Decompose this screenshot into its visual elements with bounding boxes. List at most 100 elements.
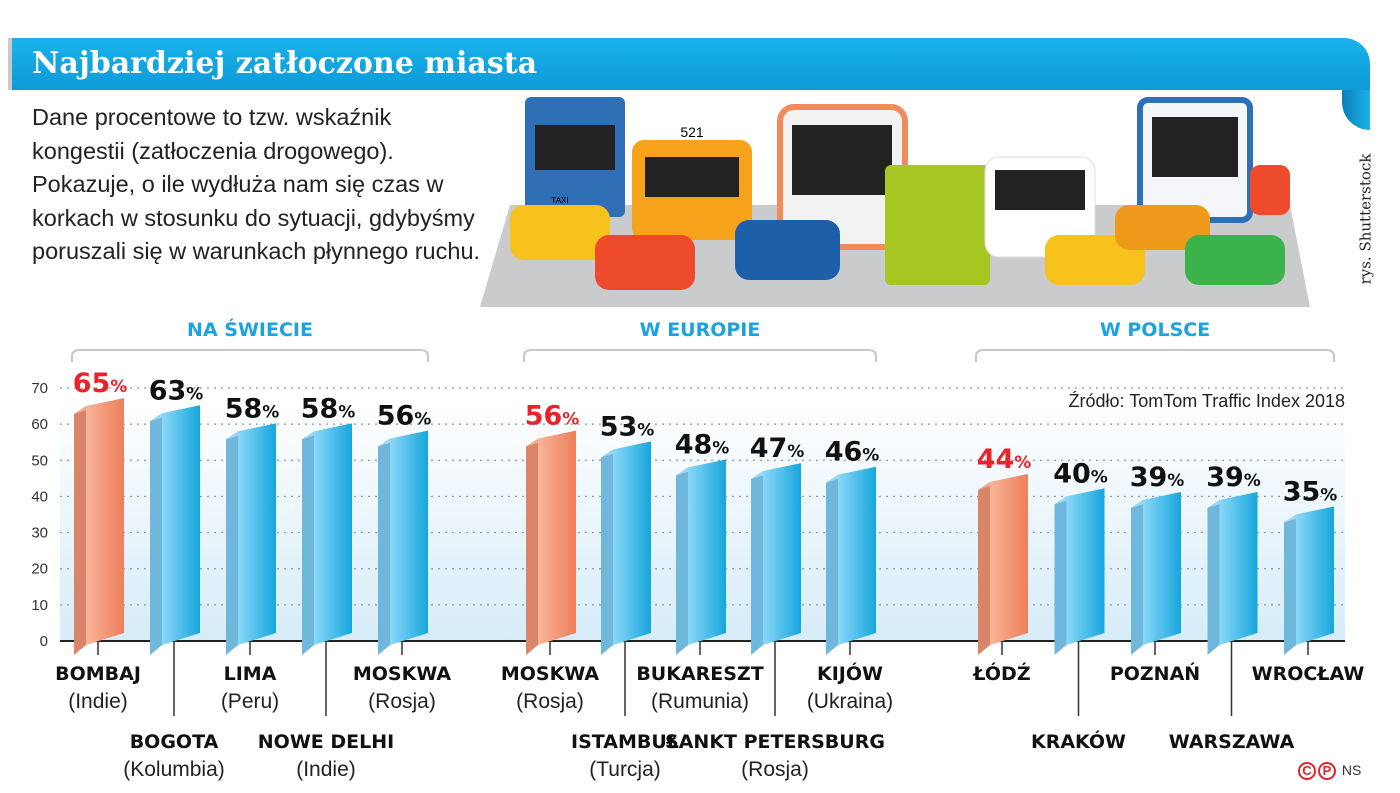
category-label: SANKT PETERSBURG	[665, 731, 885, 753]
copyright-icon: C	[1298, 762, 1316, 780]
value-label: 35%	[1283, 477, 1338, 508]
country-label: (Indie)	[68, 690, 128, 713]
value-label: 39%	[1206, 462, 1261, 493]
y-tick-label: 40	[31, 488, 48, 505]
value-label: 40%	[1053, 458, 1108, 489]
bar-side	[150, 413, 162, 655]
group-title: NA ŚWIECIE	[187, 317, 313, 341]
country-label: (Rosja)	[741, 758, 809, 781]
value-label: 44%	[977, 444, 1032, 475]
bar-side	[226, 431, 238, 655]
bar-side	[378, 438, 390, 655]
value-label: 46%	[825, 437, 880, 468]
category-label: KIJÓW	[817, 661, 883, 685]
bar-side	[1207, 500, 1220, 655]
taxi-icon	[510, 205, 610, 260]
value-label: 56%	[525, 401, 580, 432]
bus-number: 521	[680, 124, 704, 140]
value-label: 58%	[301, 393, 356, 424]
category-label: KRAKÓW	[1031, 729, 1126, 753]
blue-car-icon	[735, 220, 840, 280]
bar	[613, 441, 651, 645]
category-label: ISTAMBUŁ	[571, 731, 679, 753]
bar	[86, 398, 124, 645]
bar	[162, 405, 200, 645]
y-tick-label: 0	[40, 633, 48, 650]
green-car-icon	[1185, 235, 1285, 285]
y-tick-label: 50	[31, 452, 48, 469]
bar	[838, 466, 876, 645]
y-tick-label: 70	[31, 380, 48, 397]
source-note: Źródło: TomTom Traffic Index 2018	[1068, 391, 1345, 411]
bar-side	[526, 438, 538, 655]
country-label: (Kolumbia)	[123, 758, 225, 781]
bar	[538, 430, 576, 645]
group-title: W POLSCE	[1100, 319, 1210, 341]
value-label: 56%	[377, 401, 432, 432]
group-bracket	[71, 349, 429, 362]
bar-side	[1131, 500, 1143, 655]
bar-side	[1284, 514, 1296, 655]
category-label: MOSKWA	[353, 663, 452, 685]
bar-side	[826, 474, 838, 655]
bar-side	[978, 481, 990, 655]
category-label: NOWE DELHI	[258, 731, 394, 753]
category-label: MOSKWA	[501, 663, 600, 685]
value-label: 39%	[1130, 462, 1185, 493]
title-banner: Najbardziej zatłoczone miasta	[12, 38, 1370, 90]
country-label: (Indie)	[296, 758, 356, 781]
bar	[1066, 488, 1105, 645]
value-label: 53%	[600, 411, 655, 442]
bar	[688, 459, 726, 645]
y-tick-label: 20	[31, 561, 48, 578]
category-label: LIMA	[224, 663, 277, 685]
bar	[1143, 492, 1181, 645]
value-label: 48%	[675, 430, 730, 461]
value-label: 47%	[750, 433, 805, 464]
orange-car-icon	[1115, 205, 1210, 250]
bar	[763, 463, 801, 645]
author-initials: NS	[1341, 762, 1362, 778]
country-label: (Turcja)	[589, 758, 661, 781]
group-title: W EUROPIE	[640, 319, 761, 341]
taxi-icon-2	[1045, 235, 1145, 285]
taxi-sign: TAXI	[551, 196, 568, 205]
bar-side	[1054, 496, 1067, 655]
bar-side	[74, 406, 86, 655]
group-bracket	[523, 349, 877, 362]
category-label: WROCŁAW	[1252, 663, 1365, 685]
y-tick-label: 30	[31, 525, 48, 542]
bar	[390, 430, 428, 645]
category-label: POZNAŃ	[1110, 662, 1200, 685]
country-label: (Rosja)	[368, 690, 436, 713]
group-bracket	[975, 349, 1335, 362]
page-title: Najbardziej zatłoczone miasta	[32, 46, 538, 81]
category-label: BOGOTA	[130, 731, 219, 753]
category-label: BOMBAJ	[55, 663, 141, 685]
bar	[1219, 492, 1258, 645]
value-label: 65%	[73, 368, 128, 399]
phonogram-icon: P	[1318, 762, 1336, 780]
bar-side	[676, 467, 688, 655]
y-tick-label: 10	[31, 597, 48, 614]
green-truck-icon	[885, 165, 990, 285]
bar-side	[751, 471, 763, 655]
bar-side	[601, 449, 613, 655]
red-car-icon-2	[1250, 165, 1290, 215]
bar	[1296, 506, 1334, 645]
bar-side	[302, 431, 314, 655]
red-car-icon	[595, 235, 695, 290]
value-label: 63%	[149, 375, 204, 406]
traffic-illustration: 521 TAXI	[480, 97, 1310, 307]
y-tick-label: 60	[31, 416, 48, 433]
bar	[990, 473, 1028, 645]
category-label: ŁÓDŹ	[972, 661, 1030, 685]
description: Dane procentowe to tzw. wskaźnik kongest…	[32, 104, 481, 264]
country-label: (Rumunia)	[651, 690, 749, 713]
bar	[238, 423, 276, 645]
bar	[314, 423, 352, 645]
country-label: (Rosja)	[516, 690, 584, 713]
country-label: (Ukraina)	[807, 690, 893, 713]
